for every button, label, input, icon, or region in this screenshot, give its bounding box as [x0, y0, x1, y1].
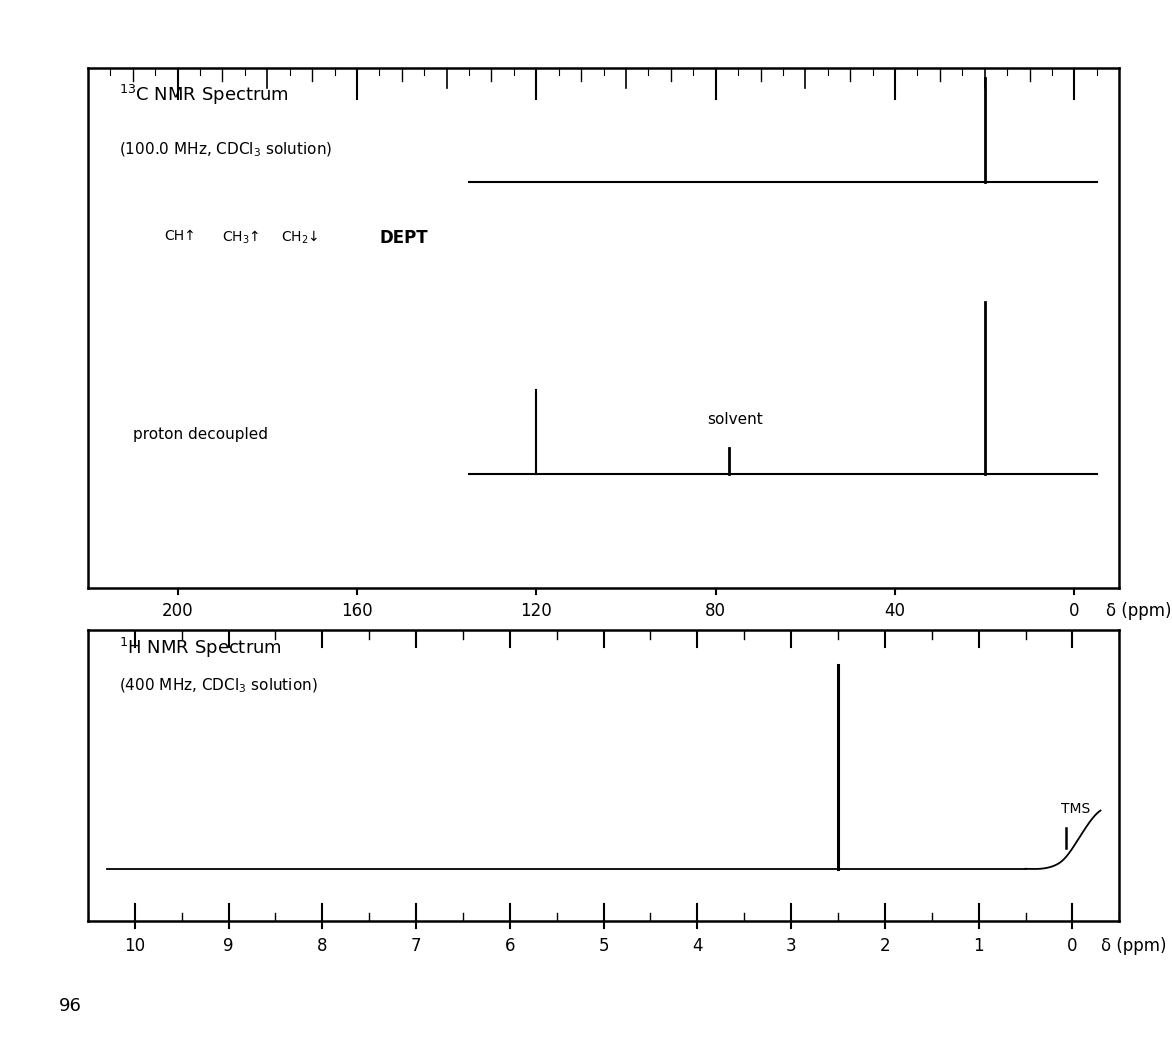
Text: DEPT: DEPT: [380, 229, 428, 247]
Text: 7: 7: [411, 937, 421, 956]
Text: (100.0 MHz, CDCl$_3$ solution): (100.0 MHz, CDCl$_3$ solution): [118, 141, 332, 159]
Text: 2: 2: [879, 937, 891, 956]
Text: 0: 0: [1069, 602, 1079, 620]
Text: solvent: solvent: [707, 412, 763, 427]
Text: 0: 0: [1068, 937, 1077, 956]
Text: 40: 40: [885, 602, 906, 620]
Text: 96: 96: [59, 997, 82, 1015]
Text: 4: 4: [693, 937, 702, 956]
Text: 5: 5: [599, 937, 608, 956]
Text: δ (ppm): δ (ppm): [1106, 602, 1171, 620]
Text: 200: 200: [162, 602, 193, 620]
Text: CH$_3$↑: CH$_3$↑: [223, 229, 260, 247]
Text: CH$_2$↓: CH$_2$↓: [281, 229, 319, 247]
Text: 80: 80: [706, 602, 727, 620]
Text: 6: 6: [505, 937, 515, 956]
Text: 160: 160: [341, 602, 373, 620]
Text: 3: 3: [785, 937, 797, 956]
Text: $^{1}$H NMR Spectrum: $^{1}$H NMR Spectrum: [118, 636, 281, 660]
Text: 10: 10: [124, 937, 145, 956]
Text: proton decoupled: proton decoupled: [132, 428, 267, 442]
Text: CH↑: CH↑: [164, 229, 196, 243]
Text: 9: 9: [224, 937, 233, 956]
Text: $^{13}$C NMR Spectrum: $^{13}$C NMR Spectrum: [118, 83, 288, 107]
Text: (400 MHz, CDCl$_3$ solution): (400 MHz, CDCl$_3$ solution): [118, 677, 318, 694]
Text: 1: 1: [973, 937, 984, 956]
Text: 8: 8: [318, 937, 327, 956]
Text: δ (ppm): δ (ppm): [1101, 937, 1166, 956]
Text: TMS: TMS: [1061, 803, 1090, 816]
Text: 120: 120: [520, 602, 552, 620]
